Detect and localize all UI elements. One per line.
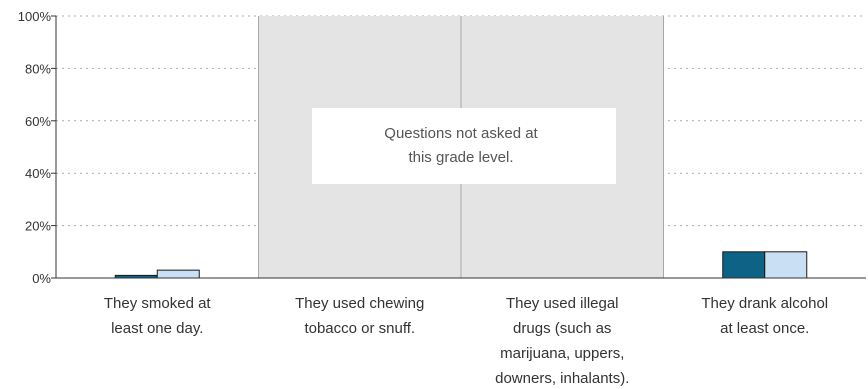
axes [51,15,866,279]
category-label: They used chewing [295,295,424,312]
not-asked-note: this grade level. [408,149,513,166]
y-tick-label: 20% [25,219,51,234]
bar [156,269,200,279]
category-label: marijuana, uppers, [500,345,624,362]
note-background [312,108,616,184]
bar [764,251,808,279]
category-label: tobacco or snuff. [304,320,415,337]
category-label: downers, inhalants). [495,370,629,387]
labels: 0% 20% 40% 60% 80% 100% They smoked at least on… [18,9,828,387]
y-tick-label: 80% [25,61,51,76]
not-asked-region: Questions not asked at this grade level. [258,16,664,278]
category-label: drugs (such as [513,320,611,337]
category-label: at least once. [720,320,809,337]
y-tick-label: 60% [25,114,51,129]
not-asked-note: Questions not asked at [384,125,538,142]
y-tick-label: 40% [25,166,51,181]
category-label: least one day. [111,320,203,337]
category-label: They drank alcohol [701,295,828,312]
bar [722,251,766,279]
y-tick-label: 100% [18,9,52,24]
category-label: They used illegal [506,295,619,312]
category-label: They smoked at [104,295,212,312]
y-tick-label: 0% [32,271,51,286]
